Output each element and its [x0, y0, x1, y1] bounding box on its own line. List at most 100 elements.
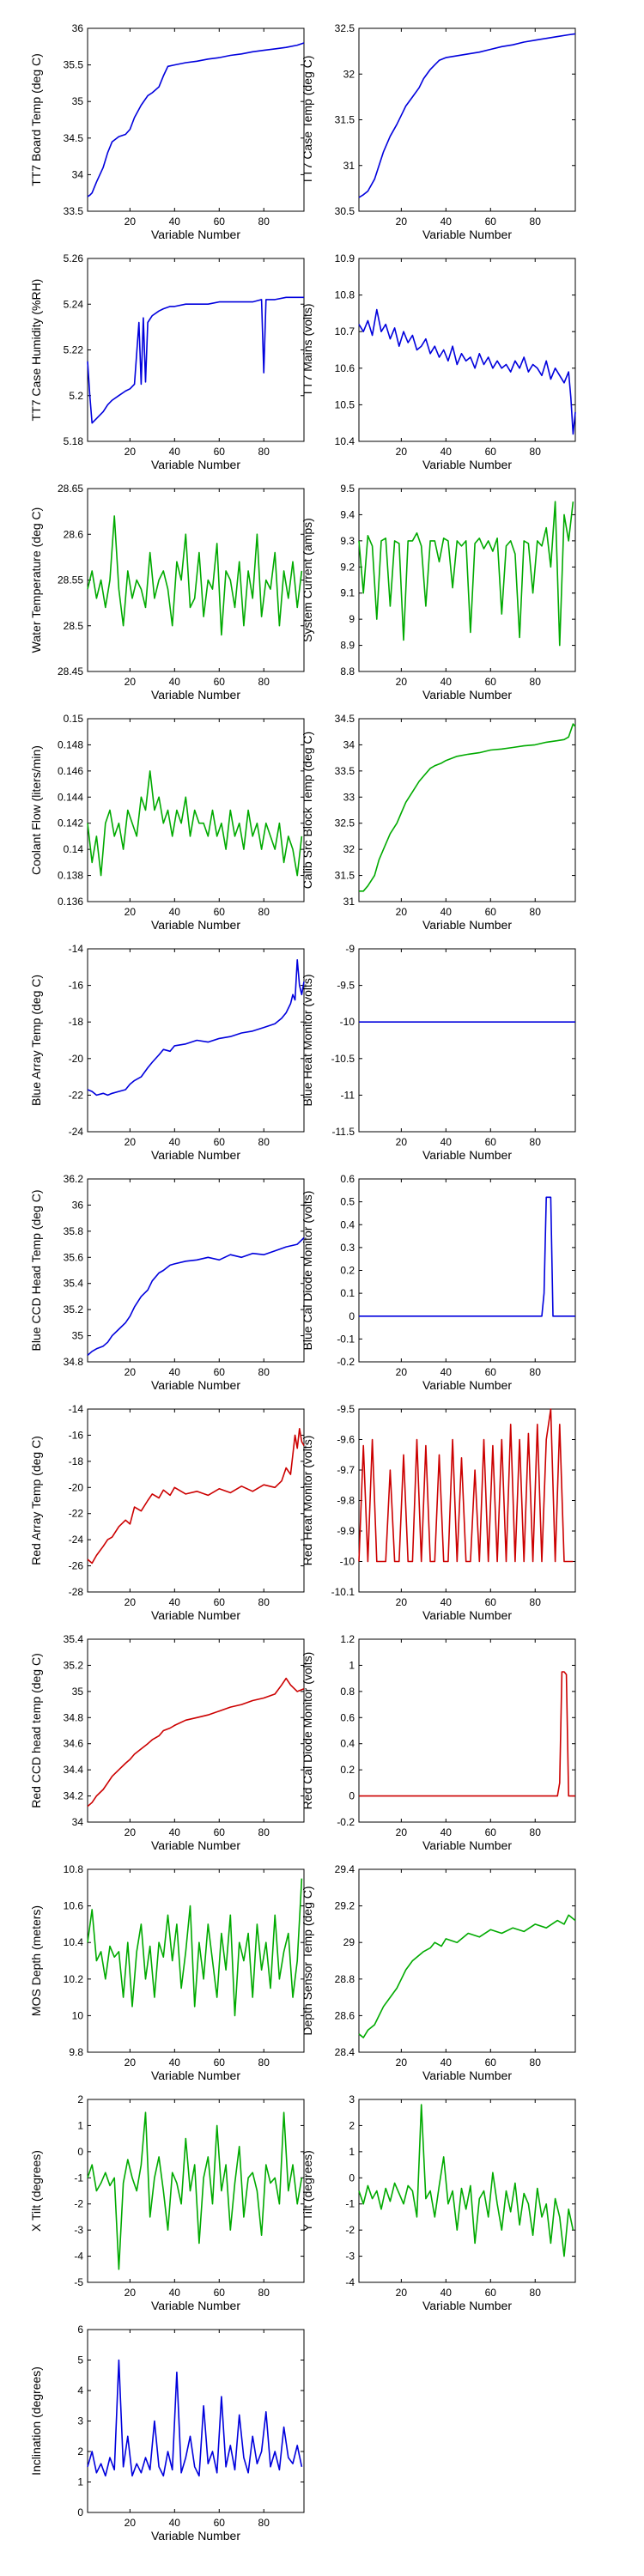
x-tick-label: 40 — [440, 906, 453, 918]
x-tick-label: 40 — [169, 676, 181, 688]
y-axis-label: X Tilt (degrees) — [29, 2150, 43, 2232]
y-tick-label: -4 — [74, 2251, 83, 2263]
y-tick-label: 35 — [72, 1330, 84, 1342]
chart-panel-18: 20 40 60 80 28.4 28.6 28.8 29 29.2 29.4 Variable N… — [301, 1863, 576, 2082]
y-axis-label: Water Temperature (deg C) — [29, 507, 43, 653]
y-axis-label: TT7 Case Temp (deg C) — [301, 56, 314, 185]
y-tick-label: -0.2 — [337, 1356, 355, 1368]
y-tick-label: 0.144 — [58, 791, 83, 803]
y-tick-label: 10 — [72, 2009, 84, 2021]
x-tick-label: 80 — [530, 2057, 542, 2069]
y-tick-label: 28.5 — [64, 620, 84, 632]
y-tick-label: -9.8 — [337, 1495, 355, 1507]
data-line — [87, 1878, 303, 2017]
y-axis-label: MOS Depth (meters) — [29, 1905, 43, 2016]
chart-panel-4: 20 40 60 80 10.4 10.5 10.6 10.7 10.8 10.9 Variable… — [301, 252, 576, 471]
y-tick-label: 34.5 — [64, 132, 84, 144]
x-tick-label: 20 — [125, 1596, 137, 1608]
x-tick-label: 60 — [485, 2287, 497, 2299]
y-tick-label: 5.26 — [64, 252, 84, 264]
chart-panel-6: 20 40 60 80 8.8 8.9 9 9.1 9.2 9.3 9.4 9.5 Variable N… — [301, 483, 576, 702]
y-tick-label: -5 — [74, 2276, 83, 2288]
y-tick-label: 0.14 — [64, 843, 84, 855]
y-tick-label: -11 — [341, 1089, 355, 1101]
y-tick-label: 2 — [77, 2445, 83, 2458]
x-tick-label: 20 — [125, 446, 137, 458]
y-tick-label: 2 — [77, 2093, 83, 2105]
y-tick-label: -9.6 — [337, 1434, 355, 1446]
x-tick-label: 60 — [485, 2057, 497, 2069]
y-tick-label: 34.4 — [64, 1764, 84, 1776]
x-tick-label: 80 — [530, 1826, 542, 1838]
y-axis-label: TT7 Board Temp (deg C) — [29, 53, 43, 186]
y-tick-label: 32.5 — [335, 22, 355, 34]
y-tick-label: 0.6 — [340, 1173, 355, 1185]
y-tick-label: -10 — [340, 1556, 355, 1568]
y-tick-label: 0 — [349, 1310, 355, 1322]
x-tick-label: 80 — [258, 676, 270, 688]
y-tick-label: -3 — [74, 2224, 83, 2236]
y-axis-label: Blue Array Temp (deg C) — [29, 975, 43, 1106]
chart-panel-17: 20 40 60 80 9.8 10 10.2 10.4 10.6 10.8 Variable Nu… — [29, 1863, 305, 2082]
y-tick-label: 10.5 — [335, 398, 355, 410]
plot-frame — [358, 2099, 576, 2283]
y-tick-label: 9.1 — [340, 587, 355, 599]
y-tick-label: 33.5 — [335, 765, 355, 777]
y-tick-label: -3 — [345, 2251, 355, 2263]
y-tick-label: 0.8 — [340, 1686, 355, 1698]
y-tick-label: 5.24 — [64, 298, 84, 310]
x-tick-label: 40 — [169, 446, 181, 458]
y-tick-label: 33.5 — [64, 205, 84, 217]
y-tick-label: 36 — [72, 1199, 84, 1211]
y-axis-label: Red Array Temp (deg C) — [29, 1436, 43, 1565]
x-tick-label: 80 — [258, 906, 270, 918]
y-axis-label: System Current (amps) — [301, 518, 314, 642]
y-tick-label: -24 — [69, 1534, 84, 1546]
data-line — [358, 501, 574, 647]
y-tick-label: 29 — [343, 1936, 355, 1948]
chart-panel-8: 20 40 60 80 31 31.5 32 32.5 33 33.5 34 34.5 Variable… — [301, 713, 576, 932]
y-tick-label: -0.1 — [337, 1333, 355, 1345]
x-tick-label: 40 — [169, 2057, 181, 2069]
y-tick-label: 5 — [77, 2354, 83, 2366]
y-tick-label: 34 — [72, 1816, 84, 1828]
plot-frame — [358, 1638, 576, 1823]
plot-frame — [358, 1178, 576, 1363]
x-tick-label: 20 — [125, 2057, 137, 2069]
y-tick-label: 8.8 — [340, 665, 355, 677]
x-tick-label: 40 — [169, 2287, 181, 2299]
chart-panel-7: 20 40 60 80 0.136 0.138 0.14 0.142 0.144 0.146 0.1… — [29, 713, 305, 932]
y-tick-label: 3 — [349, 2093, 355, 2105]
y-axis-label: Red Heat Monitor (volts) — [301, 1436, 314, 1566]
y-tick-label: 6 — [77, 2324, 83, 2336]
y-tick-label: 10.8 — [64, 1863, 84, 1875]
x-tick-label: 60 — [485, 906, 497, 918]
y-tick-label: 0 — [349, 1790, 355, 1802]
y-tick-label: -26 — [69, 1560, 84, 1572]
chart-panel-3: 20 40 60 80 5.18 5.2 5.22 5.24 5.26 Variable Numb… — [29, 252, 305, 471]
y-tick-label: 32.5 — [335, 817, 355, 829]
plot-frame — [358, 488, 576, 672]
y-tick-label: 1 — [77, 2476, 83, 2488]
data-line — [87, 296, 304, 424]
x-tick-label: 20 — [396, 446, 408, 458]
data-line — [358, 2104, 574, 2257]
y-tick-label: 9.2 — [340, 561, 355, 573]
plot-frame — [87, 1408, 305, 1593]
x-tick-label: 80 — [258, 1596, 270, 1608]
y-tick-label: 10.6 — [335, 362, 355, 374]
chart-panel-2: 20 40 60 80 30.5 31 31.5 32 32.5 Variable Number T… — [301, 22, 576, 241]
y-tick-label: 0 — [349, 2172, 355, 2184]
x-tick-label: 60 — [214, 2057, 226, 2069]
y-axis-label: Blue Heat Monitor (volts) — [301, 974, 314, 1106]
y-tick-label: 29.2 — [335, 1900, 355, 1912]
y-tick-label: -20 — [69, 1481, 84, 1493]
x-tick-label: 80 — [258, 1826, 270, 1838]
x-tick-label: 60 — [485, 216, 497, 228]
y-tick-label: 10.4 — [335, 435, 355, 447]
x-tick-label: 20 — [396, 216, 408, 228]
y-tick-label: 3 — [77, 2415, 83, 2427]
x-tick-label: 80 — [258, 1366, 270, 1378]
x-tick-label: 60 — [485, 1596, 497, 1608]
data-line — [87, 2111, 303, 2270]
